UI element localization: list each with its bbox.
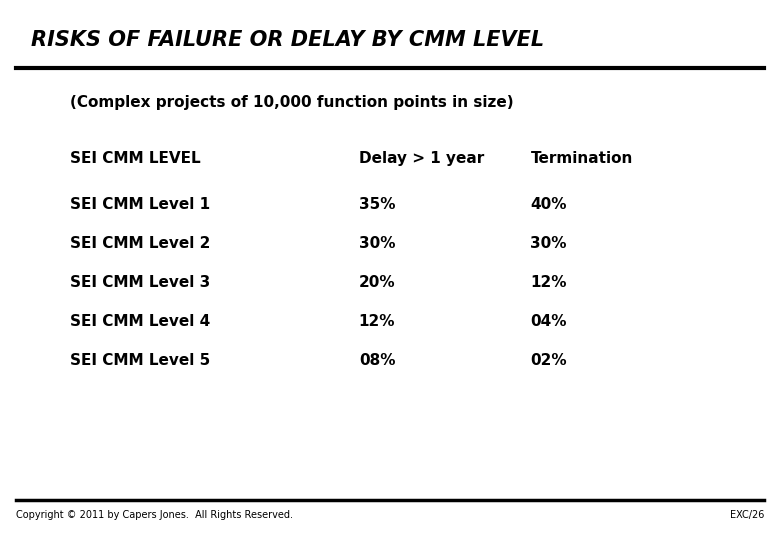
Text: SEI CMM Level 5: SEI CMM Level 5 [70, 353, 211, 368]
Text: RISKS OF FAILURE OR DELAY BY CMM LEVEL: RISKS OF FAILURE OR DELAY BY CMM LEVEL [31, 30, 544, 50]
Text: SEI CMM LEVEL: SEI CMM LEVEL [70, 151, 200, 166]
Text: 20%: 20% [359, 275, 395, 290]
Text: 12%: 12% [359, 314, 395, 329]
Text: SEI CMM Level 1: SEI CMM Level 1 [70, 197, 211, 212]
Text: 30%: 30% [530, 236, 567, 251]
Text: 40%: 40% [530, 197, 567, 212]
Text: SEI CMM Level 3: SEI CMM Level 3 [70, 275, 211, 290]
Text: EXC/26: EXC/26 [730, 510, 764, 521]
Text: (Complex projects of 10,000 function points in size): (Complex projects of 10,000 function poi… [70, 94, 514, 110]
Text: SEI CMM Level 4: SEI CMM Level 4 [70, 314, 211, 329]
Text: 30%: 30% [359, 236, 395, 251]
Text: Copyright © 2011 by Capers Jones.  All Rights Reserved.: Copyright © 2011 by Capers Jones. All Ri… [16, 510, 292, 521]
Text: 35%: 35% [359, 197, 395, 212]
Text: 08%: 08% [359, 353, 395, 368]
Text: 02%: 02% [530, 353, 567, 368]
Text: SEI CMM Level 2: SEI CMM Level 2 [70, 236, 211, 251]
Text: 12%: 12% [530, 275, 567, 290]
Text: Termination: Termination [530, 151, 633, 166]
Text: Delay > 1 year: Delay > 1 year [359, 151, 484, 166]
Text: 04%: 04% [530, 314, 567, 329]
